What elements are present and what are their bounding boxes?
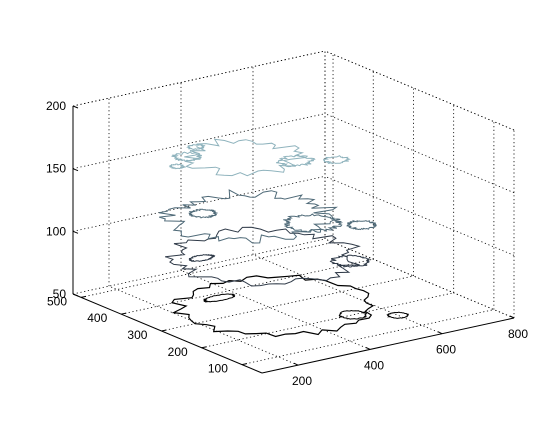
y-tick-label: 400 xyxy=(87,311,107,325)
grid-line xyxy=(80,241,334,298)
grid-line xyxy=(324,113,515,194)
grid-lines xyxy=(72,50,515,366)
grid-line xyxy=(161,275,414,332)
contour-line xyxy=(329,254,371,268)
grid-line xyxy=(180,270,371,350)
contour-line xyxy=(186,144,206,151)
y-tick-mark xyxy=(201,346,207,349)
grid-line xyxy=(241,309,494,365)
x-tick-label: 400 xyxy=(364,358,384,372)
contour-line xyxy=(283,213,344,233)
x-tick-label: 200 xyxy=(292,374,312,388)
contour-line xyxy=(202,293,236,303)
z-tick-label: 200 xyxy=(46,99,66,113)
contour-line xyxy=(171,274,375,338)
z-tick-mark xyxy=(72,168,79,172)
z-tick-label: 100 xyxy=(46,224,66,238)
grid-line xyxy=(121,258,374,315)
grid-line xyxy=(72,113,326,170)
axes xyxy=(72,105,515,374)
grid-line xyxy=(108,285,299,366)
y-axis-line xyxy=(72,293,263,374)
contour-line xyxy=(188,208,218,219)
x-tick-mark xyxy=(293,362,299,366)
contours xyxy=(158,138,410,338)
contour-line xyxy=(158,189,339,244)
contour-line xyxy=(184,138,306,177)
contour-line xyxy=(276,154,316,168)
contour-line xyxy=(322,155,351,165)
x-tick-mark xyxy=(365,346,371,350)
grid-line xyxy=(72,50,326,107)
z-tick-label: 150 xyxy=(46,162,66,176)
x-tick-label: 800 xyxy=(508,327,528,341)
contour-line xyxy=(386,311,410,319)
grid-line xyxy=(324,50,515,131)
z-tick-mark xyxy=(72,105,79,109)
z-tick-mark xyxy=(72,293,79,297)
y-tick-mark xyxy=(241,363,247,366)
y-tick-label: 500 xyxy=(47,294,67,308)
y-tick-label: 200 xyxy=(168,345,188,359)
grid-line xyxy=(324,238,515,319)
grid-line xyxy=(201,292,454,349)
y-tick-label: 300 xyxy=(127,328,147,342)
contour-line xyxy=(171,151,202,162)
z-tick-mark xyxy=(72,230,79,234)
x-tick-mark xyxy=(437,331,443,335)
y-tick-mark xyxy=(121,312,127,315)
grid-line xyxy=(324,175,515,256)
grid-line xyxy=(72,175,326,232)
y-tick-label: 100 xyxy=(208,362,228,376)
x-tick-label: 600 xyxy=(436,343,456,357)
contour-line xyxy=(165,226,361,287)
contour-line xyxy=(346,219,377,231)
contour-line xyxy=(188,254,216,262)
x-axis-line xyxy=(261,317,515,374)
y-tick-mark xyxy=(161,329,167,332)
x-tick-mark xyxy=(509,315,515,319)
grid-line xyxy=(72,238,326,295)
z-tick-label: 50 xyxy=(53,287,67,301)
y-tick-mark xyxy=(80,295,87,298)
contour-line xyxy=(338,309,368,320)
contour-line xyxy=(168,163,187,170)
